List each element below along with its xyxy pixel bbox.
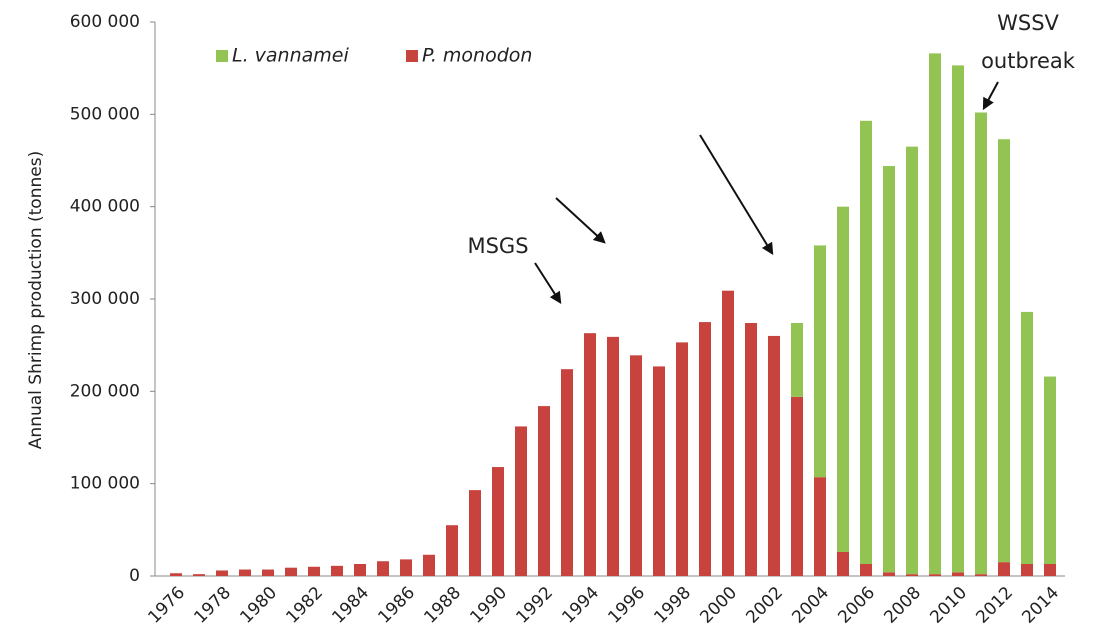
- bar-segment: [860, 563, 872, 576]
- bar-segment: [308, 566, 320, 576]
- y-tick-label: 400 000: [70, 197, 140, 217]
- bar-segment: [377, 561, 389, 576]
- x-tick-label: 1986: [374, 583, 419, 628]
- bar-segment: [975, 574, 987, 576]
- bar-segment: [354, 563, 366, 576]
- bar-segment: [929, 53, 941, 575]
- x-tick-label: 2008: [880, 583, 925, 628]
- annotation: WSSV: [997, 11, 1059, 35]
- bar-segment: [193, 574, 205, 576]
- bar-segment: [331, 565, 343, 576]
- bar-segment: [1044, 563, 1056, 576]
- y-tick-label: 100 000: [70, 474, 140, 494]
- bar-segment: [791, 396, 803, 576]
- bar-segment: [607, 336, 619, 576]
- x-tick-label: 1992: [512, 583, 557, 628]
- y-tick-label: 600 000: [70, 12, 140, 32]
- legend-swatch: [406, 50, 418, 62]
- y-tick-label: 500 000: [70, 104, 140, 124]
- bar-segment: [492, 467, 504, 576]
- bar-segment: [584, 333, 596, 576]
- y-tick-label: 0: [129, 566, 140, 586]
- bar-segment: [216, 570, 228, 576]
- bar-segment: [906, 574, 918, 576]
- x-tick-label: 1994: [558, 583, 603, 628]
- bar-segment: [952, 65, 964, 573]
- bar-segment: [768, 335, 780, 576]
- x-tick-label: 2010: [926, 583, 971, 628]
- y-axis-label: Annual Shrimp production (tonnes): [26, 151, 46, 449]
- bar-segment: [883, 166, 895, 573]
- bar-segment: [745, 323, 757, 576]
- bar-segment: [630, 355, 642, 576]
- x-tick-label: 1976: [144, 583, 189, 628]
- y-tick-label: 300 000: [70, 289, 140, 309]
- annotation: MSGS: [467, 234, 528, 258]
- x-tick-label: 1982: [282, 583, 327, 628]
- x-tick-label: 2006: [834, 583, 879, 628]
- x-tick-label: 2004: [788, 583, 833, 628]
- bar-segment: [883, 572, 895, 576]
- x-tick-label: 1980: [236, 583, 281, 628]
- x-tick-label: 2000: [696, 583, 741, 628]
- x-tick-label: 2002: [742, 583, 787, 628]
- y-tick-label: 200 000: [70, 381, 140, 401]
- bar-segment: [1044, 376, 1056, 564]
- x-tick-label: 1984: [328, 583, 373, 628]
- bar-segment: [1021, 563, 1033, 576]
- bar-segment: [929, 574, 941, 576]
- bar-segment: [262, 569, 274, 576]
- bar-segment: [653, 366, 665, 576]
- x-tick-label: 2012: [972, 583, 1017, 628]
- bar-segment: [400, 559, 412, 576]
- legend-label: P. monodon: [422, 45, 532, 67]
- bar-segment: [1021, 311, 1033, 564]
- bar-segment: [239, 569, 251, 576]
- x-tick-label: 2014: [1018, 583, 1063, 628]
- bar-segment: [791, 323, 803, 397]
- bar-segment: [469, 490, 481, 576]
- bar-segment: [699, 322, 711, 576]
- x-tick-label: 1988: [420, 583, 465, 628]
- bar-segment: [170, 573, 182, 576]
- bar-segment: [722, 290, 734, 576]
- bar-segment: [860, 120, 872, 564]
- bar-segment: [538, 406, 550, 576]
- bar-segment: [952, 572, 964, 576]
- legend-swatch: [216, 50, 228, 62]
- annotation: outbreak: [981, 49, 1076, 73]
- bar-segment: [837, 551, 849, 576]
- x-tick-label: 1990: [466, 583, 511, 628]
- bar-segment: [906, 146, 918, 575]
- x-tick-label: 1998: [650, 583, 695, 628]
- bar-segment: [837, 206, 849, 552]
- legend: L. vannamei P. monodon: [216, 45, 532, 67]
- bar-segment: [998, 562, 1010, 576]
- bar-segment: [285, 567, 297, 576]
- x-tick-label: 1996: [604, 583, 649, 628]
- bar-segment: [975, 112, 987, 575]
- bar-segment: [446, 525, 458, 576]
- bar-segment: [561, 369, 573, 576]
- bar-segment: [814, 477, 826, 576]
- bar-segment: [814, 245, 826, 478]
- legend-label: L. vannamei: [232, 45, 349, 67]
- bar-segment: [515, 426, 527, 576]
- x-tick-label: 1978: [190, 583, 235, 628]
- bar-segment: [423, 554, 435, 576]
- arrows: [534, 81, 999, 305]
- bar-segment: [998, 139, 1010, 563]
- bar-segment: [676, 342, 688, 576]
